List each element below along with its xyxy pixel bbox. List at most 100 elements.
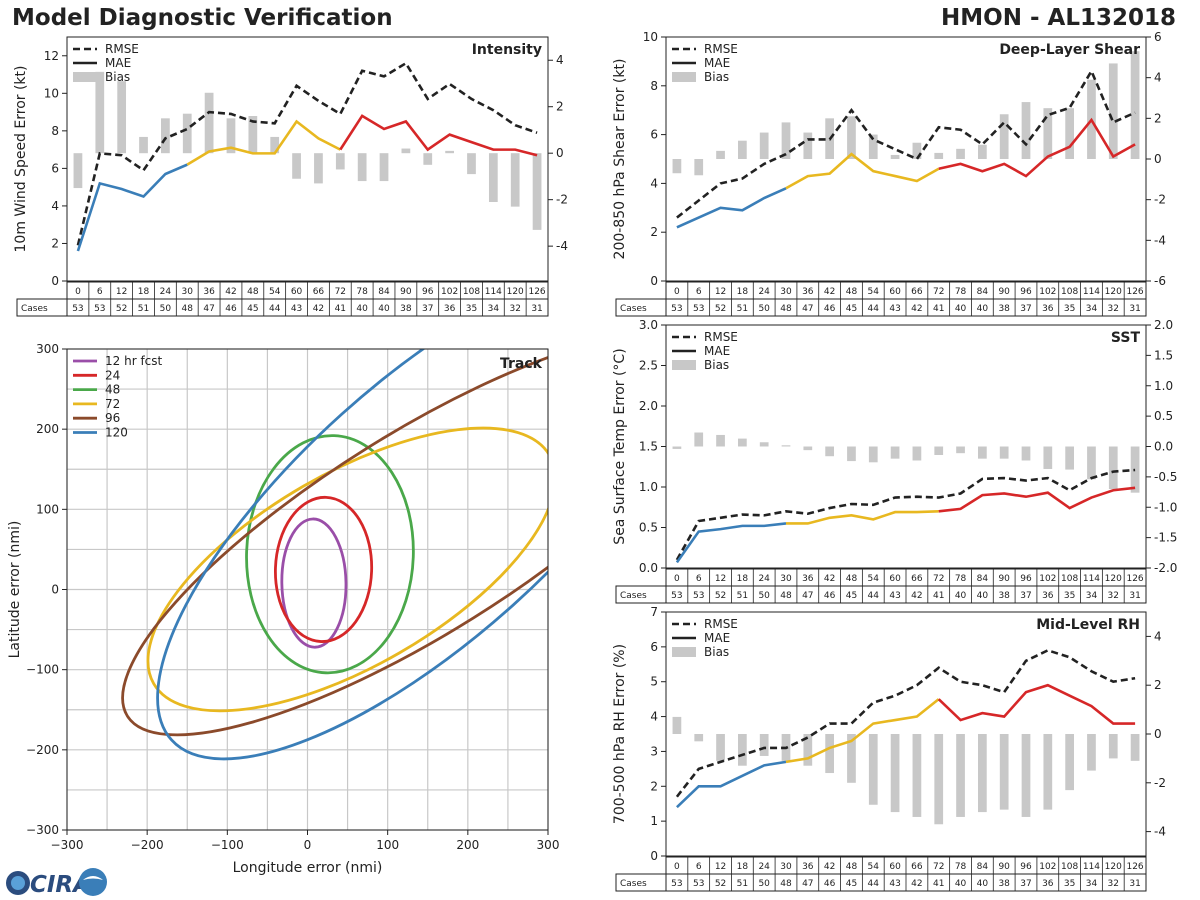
y-tick-label: 200 [36,422,59,436]
forecast-hour-66: 66 [911,862,923,872]
forecast-hour-126: 126 [1126,574,1143,584]
cases-count-66: 42 [911,879,922,889]
forecast-hour-72: 72 [933,862,944,872]
cases-count-48: 45 [846,879,857,889]
forecast-hour-36: 36 [802,287,814,297]
bias-bar-24 [759,734,769,756]
cases-count-120: 32 [509,304,520,314]
forecast-hour-78: 78 [955,862,967,872]
cases-count-72: 41 [335,304,346,314]
forecast-hour-24: 24 [160,287,172,297]
legend-label-96: 96 [105,411,120,425]
y-tick-label: 4 [650,176,658,190]
cases-count-18: 51 [737,591,748,601]
bias-bar-84 [978,446,987,459]
bias-bar-120 [1108,63,1118,159]
y-tick-label: 300 [36,342,59,356]
cases-count-54: 44 [269,304,281,314]
x-tick-label: 300 [537,838,560,852]
bias-bar-126 [1130,446,1140,493]
bias-bar-66 [912,734,922,817]
cases-count-24: 50 [758,591,770,601]
legend-bias-label: Bias [105,70,130,84]
y-tick-label: 0 [51,274,59,288]
x-tick-label: 200 [456,838,479,852]
cases-count-66: 42 [313,304,324,314]
cases-count-54: 44 [868,879,880,889]
legend-bias-swatch [672,360,696,370]
cases-count-30: 48 [182,304,194,314]
cases-count-60: 43 [889,879,900,889]
error-ellipse-12-hr-fcst [280,517,348,649]
cases-count-72: 41 [933,591,944,601]
cases-count-96: 37 [422,304,433,314]
cases-count-96: 37 [1020,879,1031,889]
forecast-hour-6: 6 [696,862,702,872]
cases-count-102: 36 [1042,304,1054,314]
rmse-line [76,61,538,246]
x-tick-label: −300 [51,838,84,852]
error-ellipse-72 [146,426,548,713]
forecast-hour-66: 66 [911,287,923,297]
forecast-hour-0: 0 [674,574,680,584]
bias-bar-12 [117,81,127,154]
bias-bar-120 [510,153,520,207]
bias-bar-96 [1021,102,1031,159]
forecast-hour-114: 114 [1083,862,1100,872]
bias-bar-60 [890,734,900,813]
forecast-hour-108: 108 [1061,574,1078,584]
y2-tick-label: -2.0 [1154,561,1177,575]
mae-line-segment-2 [785,152,940,190]
error-ellipse-96 [121,349,548,737]
forecast-hour-102: 102 [441,287,458,297]
y-tick-label: −200 [26,743,59,757]
cases-count-72: 41 [933,304,944,314]
y-tick-label: 7 [650,605,658,619]
cases-count-114: 34 [488,304,500,314]
cira-logo: CIRA [6,868,107,898]
y2-tick-label: 1.5 [1154,348,1173,362]
bias-bar-102 [1043,734,1053,810]
y2-tick-label: -4 [1154,825,1166,839]
forecast-hour-18: 18 [138,287,150,297]
mae-line-segment-1 [76,163,188,252]
forecast-hour-108: 108 [1061,287,1078,297]
bias-bar-114 [1087,446,1096,480]
bias-bar-66 [912,446,922,461]
bias-bar-108 [1065,108,1074,159]
forecast-hour-24: 24 [758,287,770,297]
cases-label: Cases [620,304,647,314]
mae-line-segment-3 [938,117,1136,178]
bias-bar-24 [759,132,769,159]
bias-bar-18 [139,136,148,154]
y2-tick-label: -2 [1154,193,1166,207]
forecast-hour-30: 30 [780,862,792,872]
y2-tick-label: -6 [1154,274,1166,288]
bias-bar-78 [956,446,965,454]
bias-bar-108 [467,153,476,175]
cases-count-90: 38 [998,304,1010,314]
bias-bar-54 [868,446,878,463]
cases-count-60: 43 [291,304,302,314]
legend-mae-label: MAE [704,344,730,358]
forecast-hour-0: 0 [75,287,81,297]
x-tick-label: 100 [376,838,399,852]
forecast-hour-36: 36 [802,862,814,872]
cases-count-114: 34 [1086,591,1098,601]
y2-tick-label: 2.0 [1154,318,1173,332]
bias-bar-24 [759,442,769,447]
bias-bar-84 [379,153,389,182]
bias-bar-0 [672,159,682,174]
bias-bar-18 [738,140,747,159]
y2-tick-label: 0 [1154,152,1162,166]
cases-label: Cases [620,879,647,889]
cases-count-78: 40 [356,304,368,314]
mae-line-segment-2 [786,510,939,525]
y-axis-label: Sea Surface Temp Error (°C) [612,348,628,544]
bias-bar-126 [1130,734,1140,761]
forecast-hour-78: 78 [955,287,967,297]
bias-bar-42 [226,118,236,154]
cases-count-108: 35 [1064,304,1075,314]
y2-tick-label: -2 [556,193,568,207]
